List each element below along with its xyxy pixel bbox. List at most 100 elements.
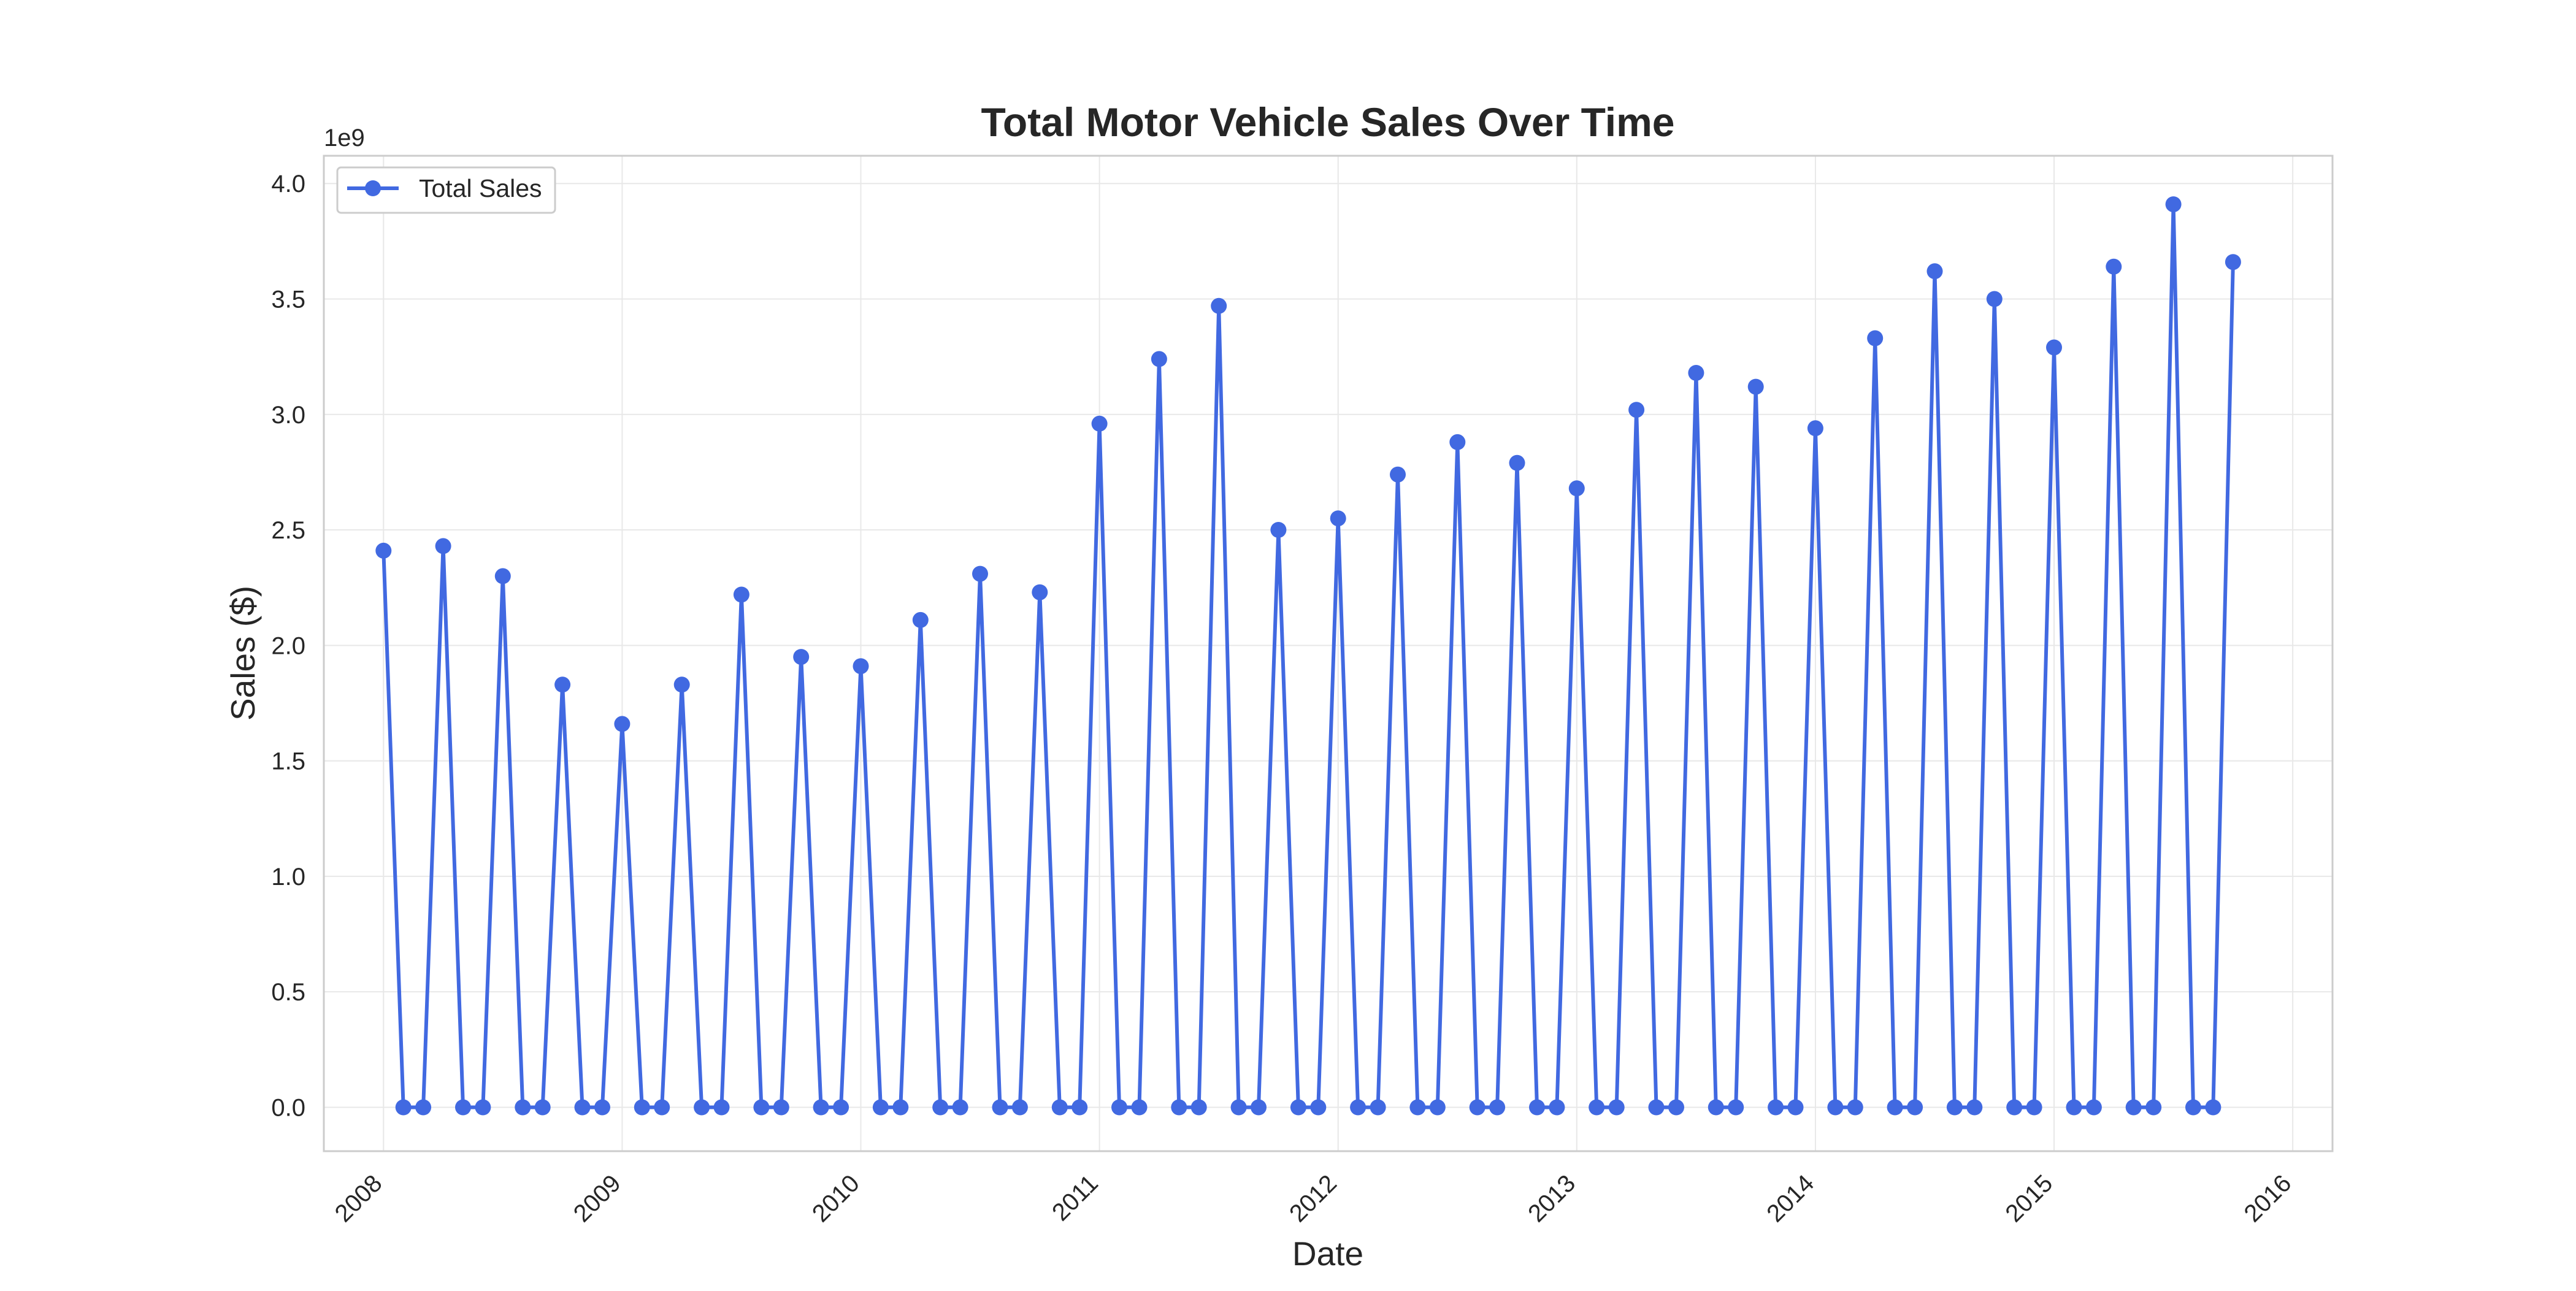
data-point: [1270, 522, 1287, 538]
data-point: [1807, 420, 1823, 437]
data-point: [1628, 402, 1645, 418]
y-tick-label: 4.0: [271, 170, 305, 197]
data-point: [494, 568, 511, 584]
data-point: [1986, 291, 2003, 307]
data-point: [872, 1099, 889, 1116]
data-point: [1926, 263, 1943, 280]
data-point: [1091, 415, 1108, 432]
data-point: [853, 658, 869, 675]
data-point: [1011, 1099, 1028, 1116]
data-point: [1290, 1099, 1306, 1116]
data-point: [515, 1099, 531, 1116]
plot-area: [323, 155, 2334, 1152]
data-point: [713, 1099, 730, 1116]
data-point: [992, 1099, 1008, 1116]
data-point: [1529, 1099, 1545, 1116]
data-point: [1887, 1099, 1903, 1116]
chart-title: Total Motor Vehicle Sales Over Time: [981, 99, 1675, 145]
data-point: [1449, 434, 1466, 450]
data-point: [1469, 1099, 1485, 1116]
y-tick-label: 0.5: [271, 979, 305, 1006]
data-point: [574, 1099, 591, 1116]
y-tick-label: 3.0: [271, 402, 305, 429]
data-point: [2046, 339, 2062, 356]
data-point: [1787, 1099, 1804, 1116]
data-point: [654, 1099, 670, 1116]
data-point: [1907, 1099, 1923, 1116]
y-axis-label: Sales ($): [224, 586, 262, 721]
data-point: [833, 1099, 849, 1116]
data-point: [415, 1099, 432, 1116]
data-point: [1966, 1099, 1983, 1116]
data-point: [375, 542, 392, 559]
data-point: [952, 1099, 968, 1116]
legend: Total Sales: [336, 166, 556, 214]
data-point: [594, 1099, 610, 1116]
data-point: [1429, 1099, 1446, 1116]
data-point: [2085, 1099, 2102, 1116]
data-point: [1489, 1099, 1506, 1116]
series-line-total-sales: [381, 202, 2235, 1109]
data-point: [1071, 1099, 1088, 1116]
data-point: [1648, 1099, 1665, 1116]
data-point: [673, 676, 690, 693]
data-point: [932, 1099, 949, 1116]
data-point: [892, 1099, 909, 1116]
data-point: [1251, 1099, 1267, 1116]
data-point: [1111, 1099, 1127, 1116]
data-point: [2006, 1099, 2023, 1116]
data-point: [1568, 480, 1585, 497]
data-point: [2145, 1099, 2162, 1116]
data-point: [733, 586, 749, 603]
data-point: [1211, 297, 1227, 314]
data-point: [912, 611, 929, 628]
data-point: [2106, 258, 2122, 275]
data-point: [475, 1099, 491, 1116]
data-point: [1330, 510, 1346, 527]
data-point: [1051, 1099, 1068, 1116]
data-point: [554, 676, 571, 693]
data-point: [2026, 1099, 2042, 1116]
x-axis-label: Date: [1292, 1235, 1363, 1273]
data-point: [1131, 1099, 1148, 1116]
data-point: [1409, 1099, 1426, 1116]
data-point: [1747, 378, 1764, 395]
data-point: [1867, 330, 1884, 347]
data-point: [1151, 351, 1167, 367]
data-point: [753, 1099, 770, 1116]
data-point: [1608, 1099, 1625, 1116]
y-tick-label: 3.5: [271, 286, 305, 313]
data-point: [793, 649, 810, 665]
data-point: [1728, 1099, 1744, 1116]
y-axis-offset-label: 1e9: [324, 125, 365, 151]
data-point: [813, 1099, 829, 1116]
y-tick-label: 1.0: [271, 864, 305, 891]
data-point: [1171, 1099, 1187, 1116]
data-point: [2205, 1099, 2221, 1116]
data-point: [1350, 1099, 1367, 1116]
data-point: [634, 1099, 650, 1116]
data-point: [455, 1099, 471, 1116]
data-point: [2165, 196, 2182, 213]
data-point: [534, 1099, 551, 1116]
data-point: [972, 565, 988, 582]
y-tick-label: 0.0: [271, 1094, 305, 1121]
legend-marker-sample: [365, 180, 381, 196]
data-point: [1668, 1099, 1684, 1116]
data-point: [694, 1099, 710, 1116]
data-point: [1827, 1099, 1844, 1116]
data-point: [1768, 1099, 1784, 1116]
data-point: [1310, 1099, 1327, 1116]
data-point: [2066, 1099, 2082, 1116]
data-point: [1688, 365, 1704, 381]
data-point: [1946, 1099, 1963, 1116]
y-axis-ticks: 0.0 0.5 1.0 1.5 2.0 2.5 3.0 3.5 4.0: [271, 170, 305, 1121]
data-point: [1032, 584, 1048, 600]
data-point: [1190, 1099, 1207, 1116]
x-axis-ticks: 2008 2009 2010 2011 2012 2013 2014 2015 2016: [330, 1170, 2297, 1227]
data-point: [614, 716, 631, 732]
series-markers: [375, 196, 2241, 1116]
data-point: [2225, 254, 2241, 270]
data-point: [1847, 1099, 1863, 1116]
